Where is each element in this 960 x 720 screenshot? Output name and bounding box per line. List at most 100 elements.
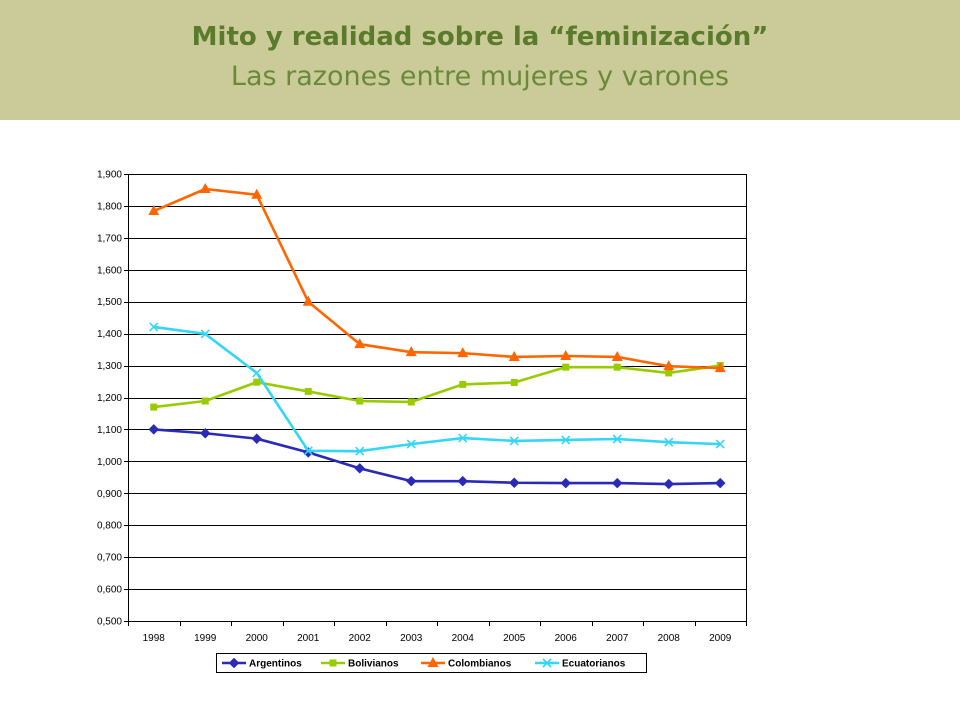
legend-item-bolivianos: Bolivianos (321, 659, 399, 670)
data-point-argentinos (199, 427, 211, 439)
data-point-argentinos (251, 433, 263, 445)
legend-item-argentinos: Argentinos (222, 657, 302, 670)
series-group (148, 183, 726, 490)
data-point-colombianos (302, 295, 314, 306)
header-banner: Mito y realidad sobre la “feminización” … (0, 0, 960, 120)
y-tick-label: 1,400 (97, 329, 122, 340)
slide-subtitle: Las razones entre mujeres y varones (230, 61, 730, 92)
data-point-argentinos (663, 478, 675, 490)
data-point-bolivianos (304, 387, 312, 395)
data-point-bolivianos (356, 397, 364, 405)
data-point-argentinos (354, 463, 366, 474)
y-tick-label: 1,600 (97, 265, 122, 276)
legend-label-colombianos: Colombianos (448, 659, 512, 670)
series-line-argentinos (153, 428, 721, 486)
data-point-argentinos (508, 477, 520, 489)
data-point-ecuatorianos (200, 329, 210, 339)
x-tick-label: 2005 (503, 633, 526, 644)
legend-item-ecuatorianos: Ecuatorianos (535, 658, 626, 670)
data-point-bolivianos (665, 369, 673, 377)
data-point-bolivianos (407, 398, 415, 406)
data-point-colombianos (663, 360, 675, 371)
x-tick-label: 2007 (606, 633, 629, 644)
x-tick-label: 1998 (143, 633, 166, 644)
data-point-bolivianos (253, 378, 261, 386)
line-chart: 0,500 0,600 0,700 0,800 0,900 1,000 1,100 1,200… (97, 170, 747, 673)
data-point-colombianos (354, 338, 366, 349)
data-point-bolivianos (459, 380, 467, 388)
series-line-bolivianos (153, 364, 721, 409)
data-point-ecuatorianos (406, 439, 416, 449)
legend-label-argentinos: Argentinos (249, 659, 302, 670)
legend-marker-colombianos (427, 657, 439, 667)
data-point-colombianos (508, 350, 520, 361)
data-point-ecuatorianos (509, 436, 519, 446)
slide-title: Mito y realidad sobre la “feminización” (191, 22, 769, 52)
data-point-colombianos (148, 205, 160, 216)
data-point-bolivianos (201, 397, 209, 405)
series-colombianos (148, 183, 726, 373)
x-tick-label: 2004 (452, 633, 475, 644)
y-tick-label: 1,000 (97, 457, 122, 468)
data-point-bolivianos (562, 363, 570, 371)
data-point-argentinos (457, 475, 469, 487)
legend: Argentinos Bolivianos Colombianos Ecuatoria… (216, 653, 647, 673)
data-point-colombianos (611, 350, 623, 361)
data-point-ecuatorianos (458, 433, 468, 443)
data-point-argentinos (405, 475, 417, 487)
series-bolivianos (150, 362, 724, 411)
y-tick-label: 1,900 (97, 170, 122, 181)
x-tick-label: 2003 (400, 633, 423, 644)
data-point-bolivianos (150, 403, 158, 411)
data-point-bolivianos (510, 378, 518, 386)
data-point-argentinos (148, 424, 160, 435)
y-tick-label: 0,700 (97, 553, 122, 564)
data-point-colombianos (405, 346, 417, 357)
x-tick-label: 2002 (349, 633, 372, 644)
legend-item-colombianos: Colombianos (421, 657, 512, 670)
y-tick-label: 1,300 (97, 361, 122, 372)
y-tick-label: 0,800 (97, 521, 122, 532)
data-point-argentinos (560, 477, 572, 489)
data-point-ecuatorianos (561, 435, 571, 445)
data-point-ecuatorianos (149, 322, 159, 332)
y-axis: 0,500 0,600 0,700 0,800 0,900 1,000 1,100 1,200… (97, 170, 129, 628)
data-point-bolivianos (613, 363, 621, 371)
x-axis: 1998 1999 2000 2001 2002 2003 2004 2005 2006 2007… (128, 621, 747, 644)
x-tick-label: 2009 (709, 633, 732, 644)
legend-marker-ecuatorianos (542, 658, 552, 668)
y-tick-label: 0,900 (97, 489, 122, 500)
data-point-argentinos (611, 477, 623, 489)
y-tick-label: 0,500 (97, 617, 122, 628)
y-tick-label: 0,600 (97, 585, 122, 596)
legend-label-bolivianos: Bolivianos (348, 659, 399, 670)
legend-marker-argentinos (228, 657, 240, 669)
y-tick-label: 1,500 (97, 297, 122, 308)
legend-label-ecuatorianos: Ecuatorianos (562, 659, 626, 670)
x-tick-label: 2001 (297, 633, 320, 644)
data-point-ecuatorianos (664, 437, 674, 447)
series-ecuatorianos (149, 322, 725, 456)
data-point-colombianos (714, 362, 726, 373)
data-point-ecuatorianos (715, 439, 725, 449)
data-point-argentinos (714, 477, 726, 489)
legend-marker-bolivianos (329, 659, 337, 667)
data-point-ecuatorianos (355, 446, 365, 456)
y-tick-label: 1,700 (97, 233, 122, 244)
x-tick-label: 2006 (555, 633, 578, 644)
x-tick-label: 2000 (246, 633, 269, 644)
data-point-colombianos (251, 188, 263, 199)
y-tick-label: 1,800 (97, 201, 122, 212)
data-point-colombianos (560, 349, 572, 360)
data-point-colombianos (457, 347, 469, 358)
y-tick-label: 1,100 (97, 425, 122, 436)
data-point-ecuatorianos (252, 368, 262, 378)
series-line-ecuatorianos (153, 325, 721, 453)
data-point-ecuatorianos (303, 446, 313, 456)
series-line-colombianos (153, 187, 721, 370)
plot-area: 0,500 0,600 0,700 0,800 0,900 1,000 1,100 1,200… (97, 170, 747, 644)
data-point-ecuatorianos (612, 434, 622, 444)
x-tick-label: 2008 (658, 633, 681, 644)
y-tick-label: 1,200 (97, 393, 122, 404)
data-point-colombianos (199, 183, 211, 194)
